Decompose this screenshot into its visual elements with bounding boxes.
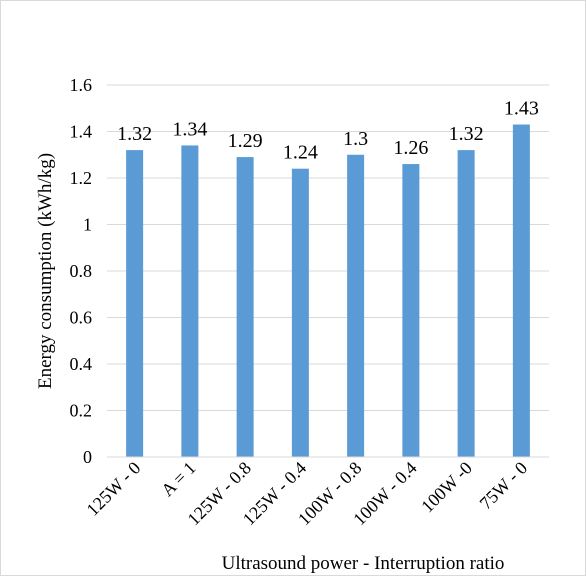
bar	[347, 154, 365, 457]
x-tick-label: 100W -0	[417, 458, 476, 517]
data-label: 1.43	[504, 98, 539, 120]
bars	[126, 124, 530, 458]
y-tick-label: 1.2	[70, 168, 93, 188]
y-tick-label: 0.6	[70, 308, 93, 328]
data-label: 1.32	[117, 123, 152, 145]
y-tick-label: 0.2	[70, 401, 93, 421]
bar	[236, 157, 254, 457]
bar	[512, 124, 530, 458]
x-axis-title: Ultrasound power - Interruption ratio	[222, 553, 505, 574]
bar	[402, 164, 420, 458]
y-tick-label: 1.6	[70, 75, 93, 95]
y-tick-label: 1	[83, 215, 92, 235]
gridlines	[107, 84, 549, 411]
y-axis-ticks: 0 0.2 0.4 0.6 0.8 1 1.2 1.4 1.6	[70, 75, 93, 467]
bar	[291, 168, 309, 457]
data-label: 1.32	[449, 123, 484, 145]
data-label: 1.26	[393, 137, 428, 159]
x-tick-label: 75W - 0	[476, 458, 532, 514]
y-tick-label: 1.4	[70, 122, 93, 142]
data-labels: 1.32 1.34 1.29 1.24 1.3 1.26 1.32 1.43	[117, 98, 539, 164]
data-label: 1.24	[283, 142, 318, 164]
bar	[126, 150, 144, 457]
y-axis-title: Energy consumption (kWh/kg)	[35, 153, 56, 389]
bar	[457, 150, 475, 457]
y-tick-label: 0.8	[70, 261, 93, 281]
x-tick-label: A = 1	[157, 458, 200, 501]
bar	[181, 145, 199, 457]
y-tick-label: 0.4	[70, 354, 93, 374]
data-label: 1.3	[343, 128, 368, 150]
data-label: 1.29	[228, 130, 263, 152]
y-tick-label: 0	[83, 447, 92, 467]
data-label: 1.34	[172, 118, 207, 140]
